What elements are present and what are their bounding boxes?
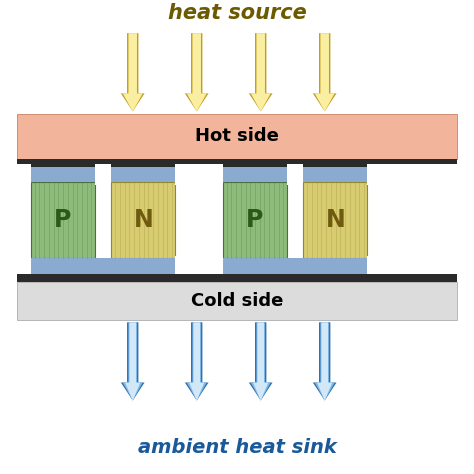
Bar	[367, 164, 457, 185]
FancyArrow shape	[249, 33, 273, 111]
Bar	[175, 164, 223, 185]
Bar	[17, 274, 457, 282]
FancyArrow shape	[123, 33, 143, 111]
Bar	[17, 164, 31, 185]
Text: N: N	[134, 209, 153, 232]
Bar	[17, 256, 31, 276]
Bar	[17, 282, 457, 320]
FancyArrow shape	[251, 322, 271, 401]
Bar	[287, 164, 303, 185]
FancyArrow shape	[315, 33, 335, 111]
Text: Hot side: Hot side	[195, 128, 279, 145]
Bar	[17, 258, 457, 274]
FancyArrow shape	[185, 322, 209, 401]
FancyArrow shape	[121, 33, 145, 111]
Bar	[95, 164, 111, 185]
FancyArrow shape	[123, 322, 143, 401]
Bar	[303, 182, 367, 258]
Text: N: N	[326, 209, 345, 232]
Bar	[111, 182, 175, 258]
Bar	[17, 167, 457, 182]
Bar	[175, 256, 223, 276]
Bar	[17, 159, 457, 167]
Text: heat source: heat source	[168, 3, 306, 23]
FancyArrow shape	[313, 33, 337, 111]
Text: P: P	[246, 209, 264, 232]
FancyArrow shape	[121, 322, 145, 401]
Bar	[367, 256, 457, 276]
FancyArrow shape	[313, 322, 337, 401]
FancyArrow shape	[253, 322, 268, 401]
FancyArrow shape	[187, 322, 207, 401]
Text: Cold side: Cold side	[191, 292, 283, 310]
Text: P: P	[54, 209, 72, 232]
FancyArrow shape	[125, 322, 140, 401]
Bar	[31, 182, 95, 258]
Bar	[223, 182, 287, 258]
Bar	[17, 114, 457, 159]
FancyArrow shape	[317, 322, 332, 401]
FancyArrow shape	[187, 33, 207, 111]
FancyArrow shape	[249, 322, 273, 401]
FancyArrow shape	[189, 322, 204, 401]
FancyArrow shape	[251, 33, 271, 111]
FancyArrow shape	[315, 322, 335, 401]
FancyArrow shape	[185, 33, 209, 111]
Text: ambient heat sink: ambient heat sink	[137, 438, 337, 457]
